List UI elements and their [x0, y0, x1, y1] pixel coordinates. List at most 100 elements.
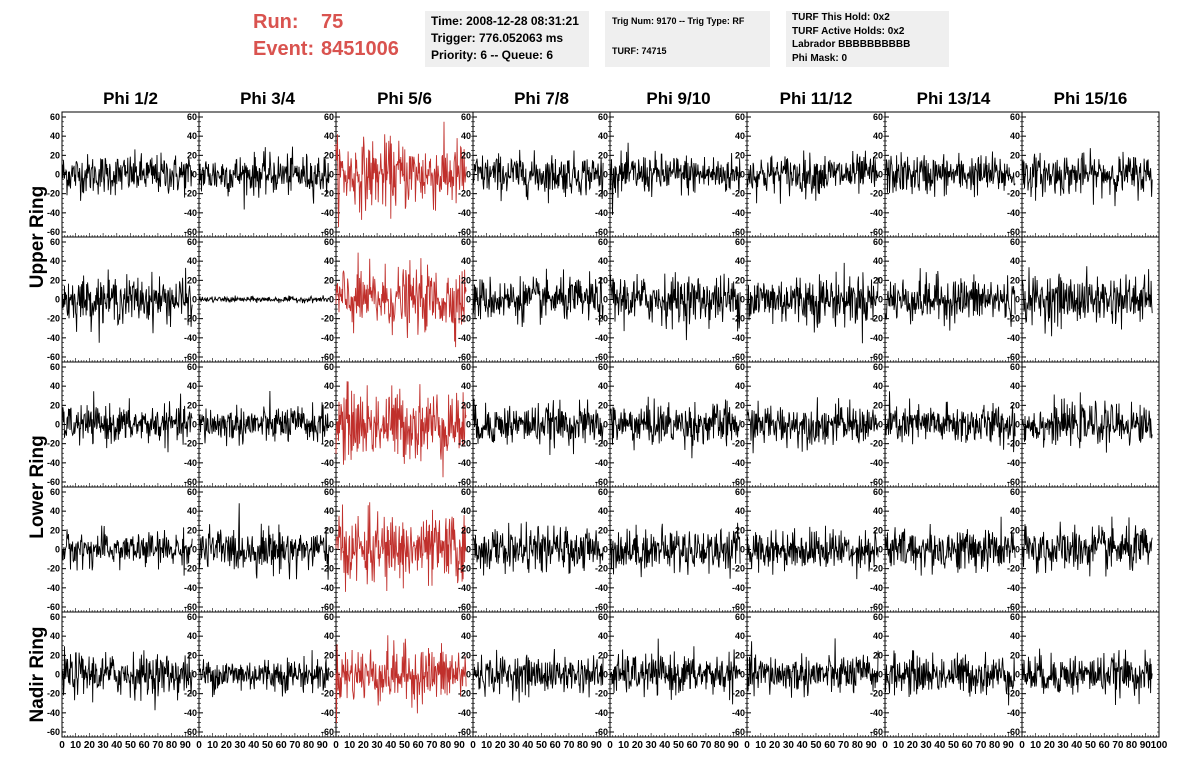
x-tick-label: 60 — [139, 740, 151, 751]
y-tick-label: -40 — [595, 333, 608, 343]
y-tick-label: 0 — [1015, 545, 1020, 555]
y-tick-label: 0 — [466, 295, 471, 305]
y-tick-label: 0 — [466, 170, 471, 180]
y-tick-label: 20 — [873, 525, 883, 535]
x-tick-label: 50 — [1085, 740, 1097, 751]
y-tick-label: -40 — [47, 708, 60, 718]
waveform-trace-r3-c7 — [884, 391, 1016, 453]
y-tick-label: -40 — [870, 708, 883, 718]
y-tick-label: -20 — [595, 439, 608, 449]
y-tick-label: 60 — [873, 487, 883, 497]
y-tick-label: -60 — [321, 477, 334, 487]
panel-frame-r1-c8 — [1021, 111, 1160, 238]
y-tick-label: -60 — [47, 477, 60, 487]
y-tick-label: 40 — [735, 506, 745, 516]
x-tick-label: 0 — [196, 740, 202, 751]
x-tick-label: 30 — [783, 740, 795, 751]
y-tick-label: 60 — [187, 362, 197, 372]
waveform-trace-r3-c1 — [61, 391, 193, 453]
x-tick-label: 50 — [810, 740, 822, 751]
y-tick-label: 0 — [192, 420, 197, 430]
y-tick-label: -40 — [321, 333, 334, 343]
x-tick-label: 50 — [673, 740, 685, 751]
y-tick-label: -60 — [458, 227, 471, 237]
x-tick-label: 20 — [495, 740, 507, 751]
y-tick-label: 60 — [598, 362, 608, 372]
y-tick-label: 0 — [1015, 295, 1020, 305]
y-tick-label: -60 — [732, 352, 745, 362]
run-event-box: Run: 75 Event: 8451006 — [253, 9, 399, 63]
y-tick-label: -40 — [321, 458, 334, 468]
x-tick-label: 70 — [700, 740, 712, 751]
y-tick-label: -60 — [184, 477, 197, 487]
y-tick-label: -20 — [321, 564, 334, 574]
y-tick-label: 40 — [598, 506, 608, 516]
y-tick-label: -20 — [1007, 439, 1020, 449]
y-tick-label: 40 — [1010, 506, 1020, 516]
y-tick-label: -40 — [458, 583, 471, 593]
x-tick-label: 80 — [852, 740, 864, 751]
y-tick-label: 60 — [324, 612, 334, 622]
y-tick-label: -20 — [1007, 689, 1020, 699]
x-tick-label: 50 — [125, 740, 137, 751]
y-tick-label: 60 — [461, 612, 471, 622]
y-tick-label: 60 — [461, 237, 471, 247]
y-tick-label: 40 — [735, 631, 745, 641]
x-tick-label: 50 — [262, 740, 274, 751]
y-tick-label: 60 — [873, 362, 883, 372]
waveform-trace-r2-c3 — [335, 252, 467, 348]
y-tick-label: 40 — [324, 131, 334, 141]
y-tick-label: -40 — [1007, 333, 1020, 343]
y-tick-label: 0 — [878, 295, 883, 305]
waveform-trace-r2-c4 — [472, 268, 604, 328]
y-tick-label: -40 — [732, 708, 745, 718]
y-tick-label: 60 — [461, 362, 471, 372]
x-tick-label: 30 — [98, 740, 110, 751]
y-tick-label: -60 — [1007, 727, 1020, 737]
y-tick-label: -20 — [870, 564, 883, 574]
y-tick-label: 0 — [1015, 420, 1020, 430]
y-tick-label: -20 — [870, 314, 883, 324]
y-tick-label: -40 — [47, 458, 60, 468]
x-tick-label: 70 — [1112, 740, 1124, 751]
waveform-trace-r3-c2 — [198, 390, 330, 447]
y-tick-label: -20 — [595, 314, 608, 324]
y-tick-label: -60 — [47, 352, 60, 362]
x-tick-label: 0 — [1019, 740, 1025, 751]
y-tick-label: 60 — [187, 487, 197, 497]
y-tick-label: 40 — [735, 131, 745, 141]
y-tick-label: -20 — [47, 439, 60, 449]
x-tick-label: 40 — [934, 740, 946, 751]
column-label-6: Phi 11/12 — [780, 89, 853, 108]
y-tick-label: 60 — [50, 237, 60, 247]
turf-this-hold-text: TURF This Hold: 0x2 — [792, 12, 890, 23]
y-tick-label: -20 — [321, 314, 334, 324]
y-tick-label: 0 — [55, 670, 60, 680]
y-tick-label: 60 — [735, 112, 745, 122]
waveform-trace-r4-c7 — [884, 516, 1016, 576]
y-tick-label: 60 — [324, 487, 334, 497]
x-tick-label: 70 — [426, 740, 438, 751]
y-tick-label: -20 — [458, 689, 471, 699]
y-tick-label: 0 — [740, 420, 745, 430]
y-tick-label: 60 — [598, 612, 608, 622]
column-label-2: Phi 3/4 — [240, 89, 295, 108]
x-tick-label: 40 — [522, 740, 534, 751]
waveform-trace-r1-c1 — [61, 149, 193, 201]
waveform-trace-r5-c6 — [746, 638, 879, 698]
y-tick-label: -20 — [184, 564, 197, 574]
y-tick-label: -20 — [732, 564, 745, 574]
labrador-text: Labrador BBBBBBBBBB — [792, 39, 911, 50]
y-tick-label: 60 — [598, 487, 608, 497]
y-tick-label: -20 — [47, 314, 60, 324]
y-tick-label: 60 — [324, 112, 334, 122]
y-tick-label: 0 — [740, 295, 745, 305]
y-tick-label: 40 — [598, 631, 608, 641]
y-tick-label: 20 — [1010, 400, 1020, 410]
y-tick-label: -60 — [458, 477, 471, 487]
x-tick-label: 10 — [618, 740, 630, 751]
y-tick-label: 0 — [329, 420, 334, 430]
y-tick-label: -60 — [870, 352, 883, 362]
y-tick-label: 60 — [598, 237, 608, 247]
x-tick-label: 80 — [989, 740, 1001, 751]
